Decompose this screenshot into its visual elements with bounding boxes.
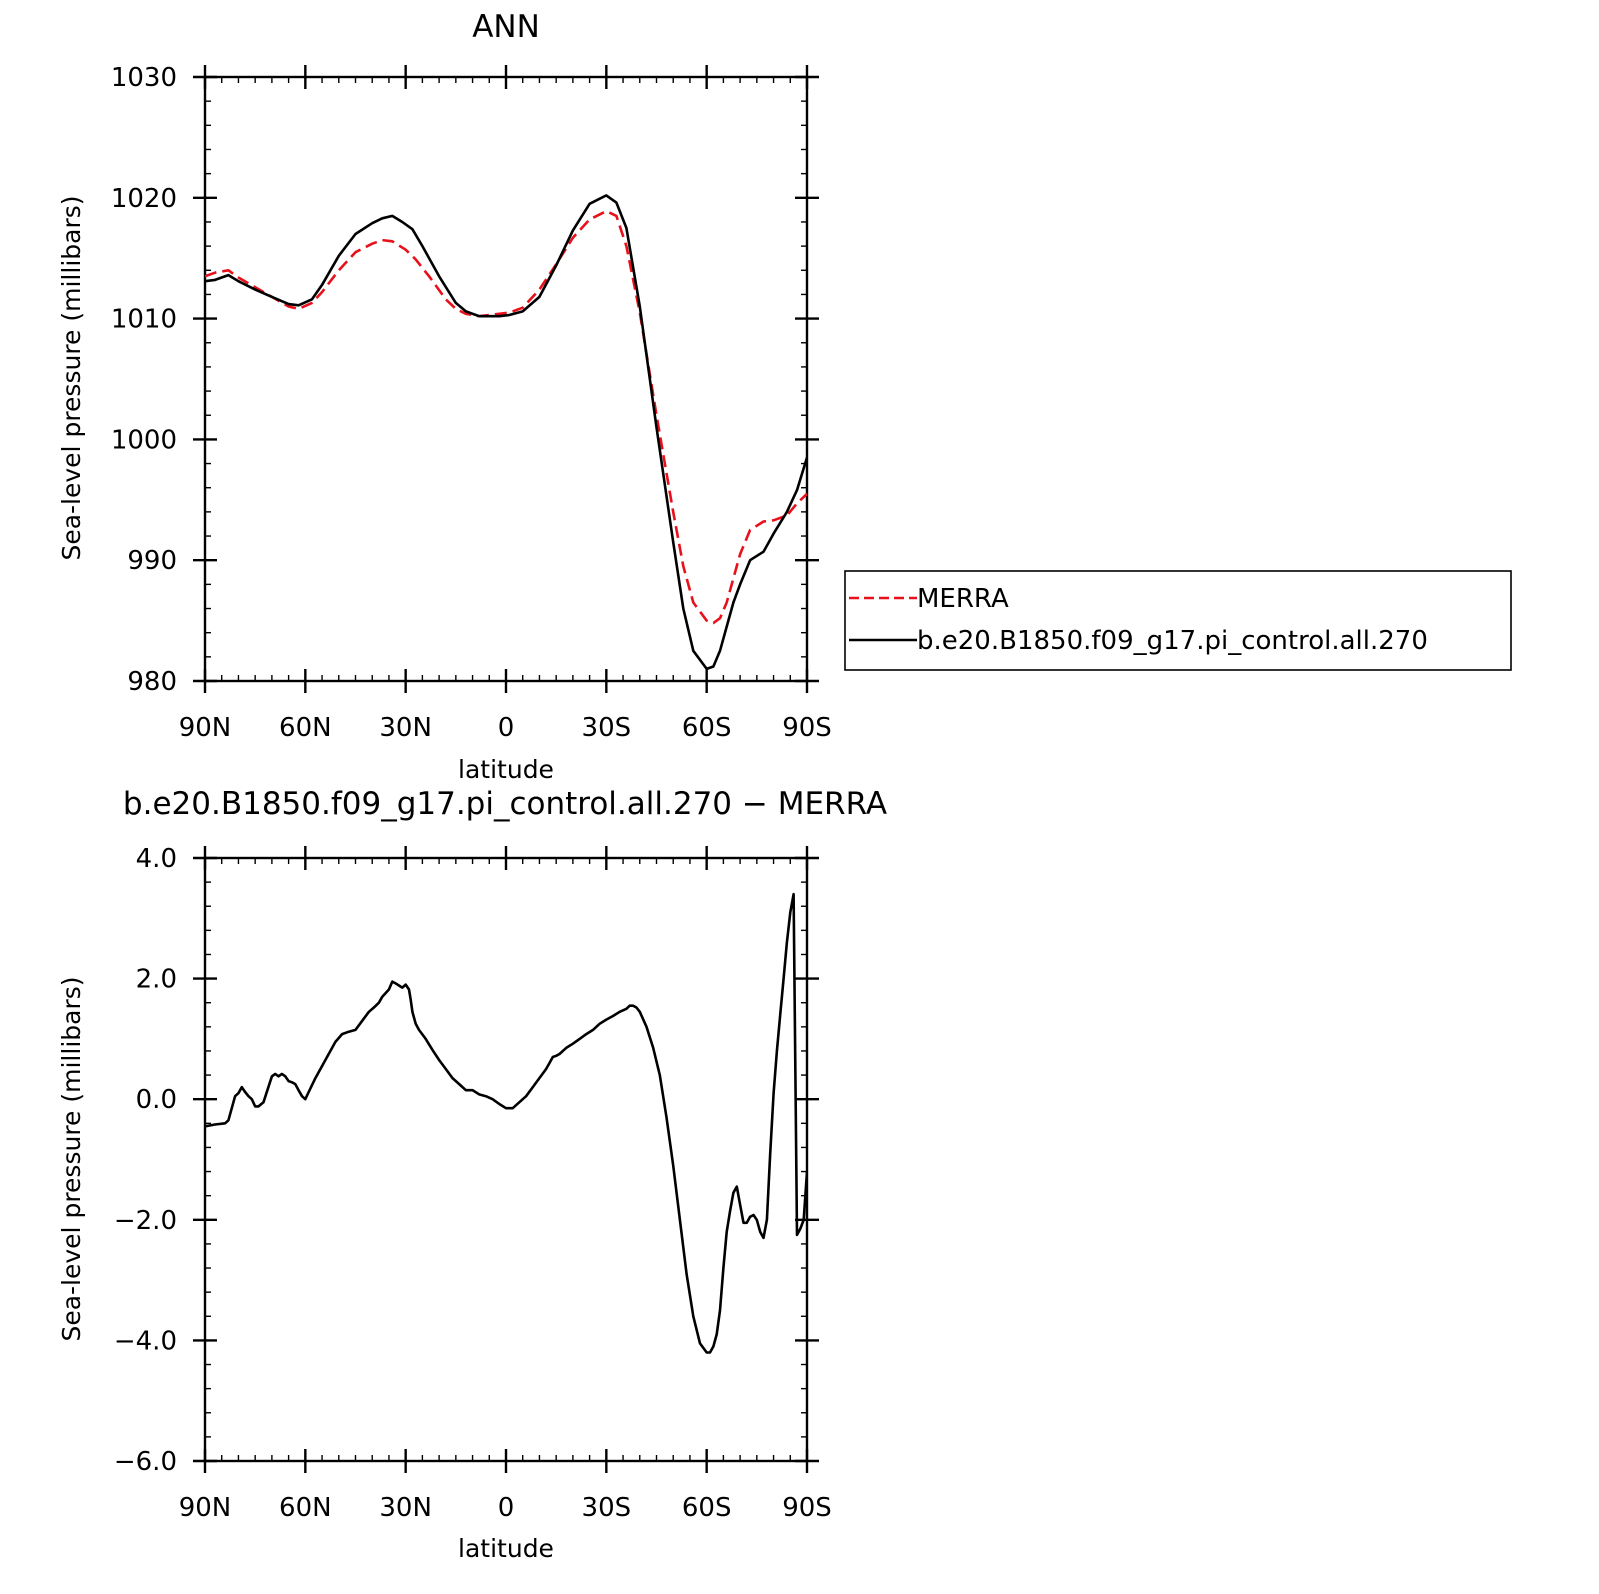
bottom-y-tick-label: 0.0 [136,1085,177,1115]
top-x-tick-label: 30N [379,713,432,743]
top-y-tick-label: 990 [127,546,177,576]
top-y-axis-label: Sea-level pressure (millibars) [57,195,86,560]
bottom-x-tick-label: 60S [682,1493,732,1523]
top-x-tick-label: 60S [682,713,732,743]
bottom-y-tick-label: 4.0 [136,844,177,874]
legend-merra-label: MERRA [917,584,1009,614]
bottom-x-tick-label: 30S [582,1493,632,1523]
bottom-y-tick-label: 2.0 [136,965,177,995]
top-plot-frame [203,75,809,683]
top-plot-area: 90N 60N 30N 0 30S 60S 90S 980 990 1000 1010 1020 103… [111,63,832,743]
bottom-plot-frame [203,856,809,1463]
bottom-series-model-line [205,892,807,1354]
top-panel: ANN 90N 60N 30N 0 30S 60S 90S 980 990 1000 1010 102… [57,9,832,784]
top-x-axis-label: latitude [458,755,554,784]
top-x-tick-label: 60N [279,713,332,743]
top-chart-title: ANN [472,9,540,45]
top-y-tick-label: 1030 [111,63,177,93]
legend-box [844,570,1512,671]
top-x-tick-label: 30S [582,713,632,743]
top-y-tick-label: 1010 [111,305,177,335]
bottom-x-tick-label: 90N [179,1493,232,1523]
top-series-merra-line [205,209,807,625]
legend: MERRA b.e20.B1850.f09_g17.pi_control.all… [844,570,1512,671]
bottom-chart-title: b.e20.B1850.f09_g17.pi_control.all.270 −… [123,786,887,822]
top-y-tick-label: 1000 [111,425,177,455]
top-x-tick-label: 0 [498,713,515,743]
top-y-tick-label: 1020 [111,184,177,214]
bottom-x-axis-label: latitude [458,1534,554,1563]
bottom-y-tick-label: −2.0 [114,1206,177,1236]
bottom-x-tick-label: 60N [279,1493,332,1523]
legend-model-label: b.e20.B1850.f09_g17.pi_control.all.270 [917,626,1428,656]
bottom-y-tick-label: −6.0 [114,1447,177,1477]
top-y-tick-label: 980 [127,667,177,697]
bottom-plot-area: 90N 60N 30N 0 30S 60S 90S −6.0 −4.0 −2.0 0.0 2.0 4.0 [114,844,832,1523]
top-x-tick-label: 90S [782,713,832,743]
bottom-panel: b.e20.B1850.f09_g17.pi_control.all.270 −… [57,786,887,1563]
bottom-x-tick-label: 90S [782,1493,832,1523]
bottom-y-axis-label: Sea-level pressure (millibars) [57,976,86,1341]
bottom-x-tick-label: 30N [379,1493,432,1523]
top-x-tick-label: 90N [179,713,232,743]
bottom-y-tick-label: −4.0 [114,1326,177,1356]
bottom-x-tick-label: 0 [498,1493,515,1523]
top-series-model-line [205,194,807,671]
